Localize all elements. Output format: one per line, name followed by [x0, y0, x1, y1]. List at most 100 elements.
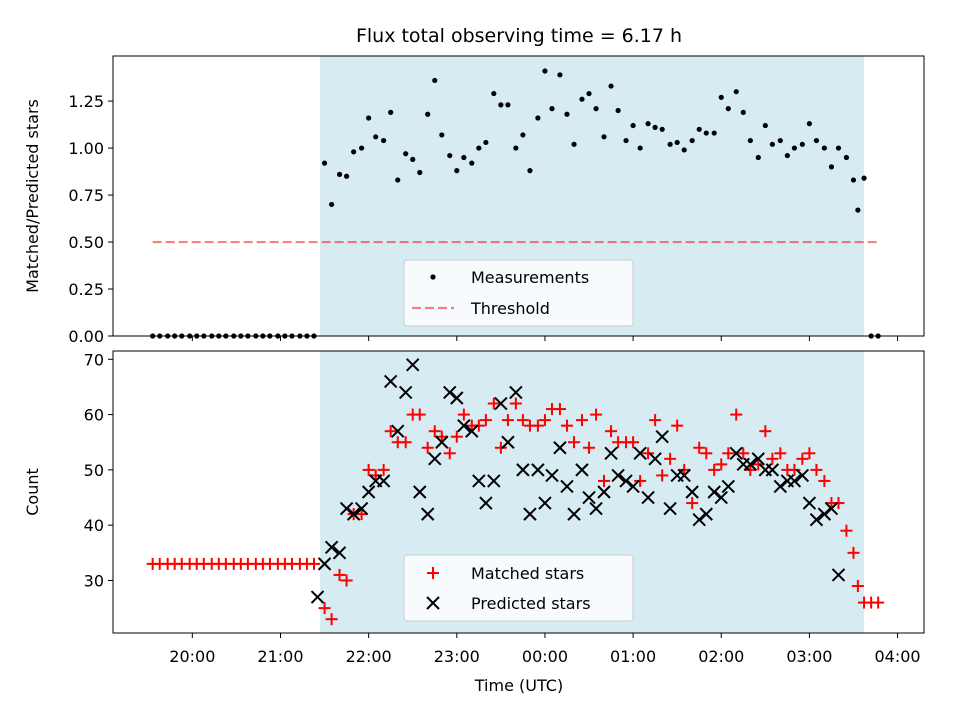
matched-star-point	[509, 397, 522, 410]
matched-star-point	[501, 414, 514, 427]
predicted-star-point	[626, 479, 640, 494]
predicted-star-point	[604, 446, 618, 461]
matched-star-point	[851, 580, 864, 592]
predicted-star-point	[641, 490, 655, 505]
matched-star-point	[413, 408, 426, 421]
legend-predicted-marker	[426, 596, 440, 610]
legend-predicted-label: Predicted stars	[471, 594, 591, 613]
measurement-point	[432, 77, 438, 84]
matched-star-point	[693, 441, 706, 454]
measurement-point	[483, 139, 489, 146]
predicted-star-point	[376, 474, 391, 488]
legend-matched-label: Matched stars	[471, 564, 584, 583]
matched-star-point	[649, 414, 662, 427]
measurement-point	[740, 109, 746, 115]
measurement-point	[608, 83, 614, 89]
bottom-y-ticks: 30 40 50 60 70	[84, 350, 113, 590]
measurement-point	[769, 141, 775, 147]
y-tick-label: 30	[84, 571, 104, 590]
y-tick-label: 0.00	[68, 327, 104, 346]
x-tick-label: 21:00	[257, 647, 303, 666]
top-y-axis-label: Matched/Predicted stars	[23, 99, 42, 293]
measurement-point	[505, 102, 511, 108]
measurement-point	[447, 152, 453, 159]
predicted-star-point	[383, 374, 398, 389]
predicted-star-point	[406, 358, 420, 372]
y-tick-label: 40	[84, 516, 104, 535]
measurement-point	[527, 168, 533, 174]
matched-star-point	[421, 441, 434, 454]
predicted-star-point	[692, 512, 706, 527]
y-tick-label: 60	[84, 406, 104, 425]
matched-star-point	[810, 463, 823, 476]
measurement-point	[828, 164, 835, 170]
matched-star-point	[369, 469, 382, 482]
matched-star-point	[664, 452, 677, 465]
predicted-star-point	[324, 540, 339, 555]
predicted-star-point	[699, 507, 713, 521]
predicted-star-point	[597, 485, 611, 499]
measurement-point	[835, 145, 842, 151]
matched-star-point	[333, 568, 346, 581]
measurement-point	[586, 90, 592, 97]
x-tick-label: 03:00	[786, 647, 832, 666]
predicted-star-point	[611, 468, 625, 483]
matched-star-point	[590, 408, 603, 421]
bottom-legend: Matched stars Predicted stars	[403, 554, 634, 622]
measurement-point	[637, 145, 643, 151]
top-x-ticks	[191, 336, 899, 341]
predicted-star-point	[346, 507, 361, 521]
matched-star-point	[399, 436, 412, 449]
measurement-point	[747, 137, 753, 144]
predicted-star-point	[339, 501, 354, 516]
predicted-star-point	[677, 468, 691, 483]
matched-star-point	[479, 414, 492, 427]
predicted-star-point	[472, 474, 486, 488]
measurement-point	[571, 141, 577, 147]
measurement-point	[806, 121, 813, 127]
measurement-point	[843, 154, 850, 161]
predicted-star-point	[582, 490, 596, 505]
measurement-point	[469, 160, 475, 166]
matched-star-point	[832, 497, 845, 510]
matched-star-point	[531, 419, 544, 432]
measurement-point	[336, 171, 343, 177]
predicted-star-point	[802, 496, 817, 510]
matched-star-point	[847, 546, 860, 559]
predicted-star-point	[443, 385, 457, 400]
predicted-star-point	[729, 446, 743, 461]
matched-star-point	[700, 447, 713, 460]
y-tick-label: 1.25	[68, 92, 104, 111]
predicted-star-point	[648, 452, 662, 466]
predicted-star-point	[685, 485, 699, 499]
measurement-point	[535, 115, 541, 121]
matched-star-point	[377, 463, 390, 476]
predicted-star-point	[633, 446, 647, 461]
x-tick-label: 23:00	[434, 647, 480, 666]
matched-star-point	[759, 425, 772, 438]
predicted-star-point	[516, 463, 530, 477]
matched-star-point	[752, 458, 765, 471]
top-legend: Measurements Threshold	[403, 259, 634, 327]
matched-star-point	[605, 425, 618, 438]
matched-star-point	[766, 452, 779, 465]
matched-star-point	[671, 419, 684, 432]
predicted-star-point	[817, 507, 832, 521]
measurement-point	[564, 111, 570, 117]
measurement-point	[813, 137, 820, 144]
predicted-star-point	[501, 435, 515, 449]
measurement-point	[381, 137, 387, 144]
predicted-star-point	[531, 463, 545, 477]
matched-star-point	[494, 441, 507, 454]
top-y-ticks: 0.00 0.25 0.50 0.75 1.00 1.25	[68, 92, 113, 346]
bottom-panel: 30 40 50 60 70 20:00 21:00 22:00 23:00 00:00 01:0…	[23, 350, 925, 695]
measurement-point	[645, 121, 651, 127]
matched-star-point	[472, 419, 485, 432]
measurement-point	[425, 111, 431, 117]
matched-star-point	[627, 436, 640, 449]
predicted-star-point	[751, 452, 765, 466]
measurement-point	[799, 141, 805, 147]
bottom-legend-box	[403, 554, 634, 622]
matched-star-point	[428, 425, 441, 438]
measurement-point	[615, 107, 621, 114]
